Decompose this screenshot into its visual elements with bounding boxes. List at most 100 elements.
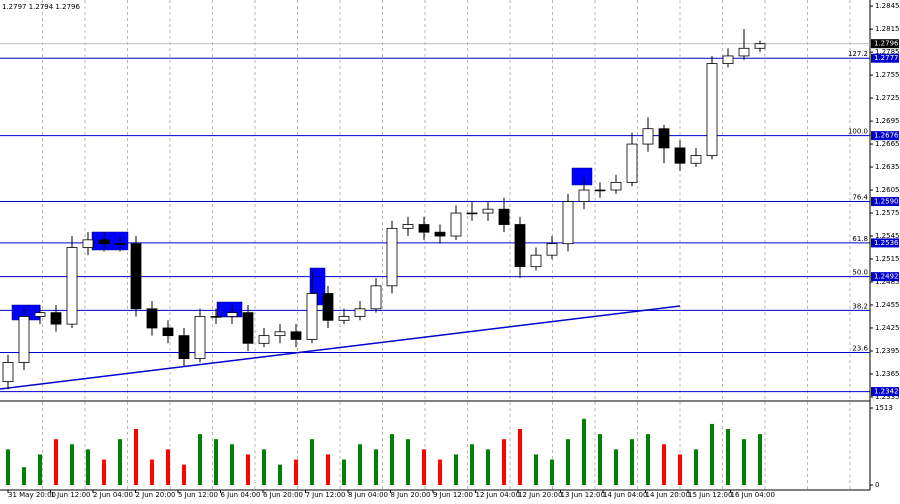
candle-body: [642, 128, 654, 145]
candle-body: [66, 247, 78, 325]
y-tick-label: 1.2575: [875, 209, 900, 217]
volume-bar: [470, 444, 474, 485]
candle-body: [578, 189, 590, 202]
y-tick-label: 1.2635: [875, 163, 900, 171]
y-tick-label: 1.2605: [875, 186, 900, 194]
candle-body: [466, 212, 478, 215]
x-tick-label: 7 Jun 12:00: [306, 491, 346, 499]
candle-body: [370, 285, 382, 310]
candle-body: [210, 316, 222, 318]
x-tick-label: 13 Jun 12:00: [561, 491, 605, 499]
volume-bar: [262, 449, 266, 485]
volume-bar: [134, 429, 138, 485]
level-tag: [871, 131, 899, 141]
candle-body: [482, 208, 494, 214]
volume-bar: [614, 449, 618, 485]
volume-bar: [486, 449, 490, 485]
x-tick-label: 2 Jun 04:00: [93, 491, 133, 499]
candle-body: [162, 327, 174, 337]
highlight-box: [91, 231, 129, 251]
volume-bar: [38, 454, 42, 485]
volume-bar: [150, 459, 154, 485]
candle-body: [594, 189, 606, 192]
candle-body: [546, 243, 558, 256]
volume-bar: [566, 439, 570, 485]
level-name: 38.2: [852, 302, 868, 310]
volume-bar: [86, 449, 90, 485]
y-tick-label: 1.2815: [875, 25, 900, 33]
candle-body: [674, 147, 686, 164]
volume-bar: [214, 439, 218, 485]
x-tick-label: 16 Jun 04:00: [731, 491, 775, 499]
y-tick-label: 1.2395: [875, 347, 900, 355]
volume-bar: [422, 449, 426, 485]
volume-bar: [438, 459, 442, 485]
volume-bar: [198, 434, 202, 485]
volume-bar: [646, 434, 650, 485]
candle-body: [322, 293, 334, 321]
x-tick-label: 31 May 20:00: [8, 491, 56, 499]
volume-bar: [230, 444, 234, 485]
candle-body: [530, 254, 542, 268]
x-tick-label: 12 Jun 04:00: [476, 491, 520, 499]
volume-bar: [54, 439, 58, 485]
candle-body: [722, 55, 734, 65]
candle-body: [386, 227, 398, 287]
candle-body: [450, 212, 462, 237]
level-tag-label: 1.2777: [874, 54, 899, 62]
volume-bar: [518, 429, 522, 485]
candle-body: [274, 331, 286, 337]
candle-body: [434, 231, 446, 237]
highlight-box: [571, 167, 593, 186]
candle-body: [290, 331, 302, 340]
y-tick-label: 1.2845: [875, 2, 900, 10]
y-tick-label: 1.2695: [875, 117, 900, 125]
candle-body: [338, 316, 350, 321]
current-price-tag: [871, 39, 899, 49]
candle-body: [2, 362, 14, 383]
x-tick-label: 1 Jun 12:00: [51, 491, 91, 499]
level-name: 76.4: [852, 194, 868, 202]
volume-bar: [118, 439, 122, 485]
y-tick-label: 1.2515: [875, 255, 900, 263]
x-tick-label: 6 Jun 20:00: [263, 491, 303, 499]
volume-bar: [710, 423, 714, 485]
volume-bar: [22, 467, 26, 485]
volume-bar: [326, 454, 330, 485]
trend-line: [0, 305, 681, 390]
x-tick-label: 14 Jun 04:00: [603, 491, 647, 499]
volume-bar: [454, 454, 458, 485]
candle-body: [562, 201, 574, 245]
level-tag-label: 1.2342: [874, 388, 899, 396]
candle-body: [610, 181, 622, 191]
x-tick-label: 5 Jun 12:00: [178, 491, 218, 499]
volume-bar: [630, 439, 634, 485]
level-tag-label: 1.2590: [874, 198, 899, 206]
volume-bar: [550, 459, 554, 485]
candle-body: [130, 243, 142, 310]
volume-bar: [358, 444, 362, 485]
volume-bar: [6, 449, 10, 485]
y-tick-label: 1.2425: [875, 324, 900, 332]
y-tick-label: 1.2755: [875, 71, 900, 79]
x-tick-label: 6 Jun 04:00: [221, 491, 261, 499]
volume-bar: [246, 454, 250, 485]
x-tick-label: 8 Jun 20:00: [391, 491, 431, 499]
candle-body: [754, 43, 766, 49]
level-name: 50.0: [852, 269, 868, 277]
level-tag: [871, 53, 899, 63]
candle-body: [690, 155, 702, 164]
volume-bar: [374, 449, 378, 485]
volume-bar: [678, 454, 682, 485]
level-tag: [871, 197, 899, 207]
candle-body: [34, 312, 46, 317]
level-tag: [871, 238, 899, 248]
candle-body: [418, 224, 430, 233]
level-tag-label: 1.2492: [874, 273, 899, 281]
candle-body: [50, 312, 62, 325]
current-price-label: 1.2796: [874, 40, 899, 48]
level-name: 100.0: [848, 128, 868, 136]
volume-bar: [310, 439, 314, 485]
